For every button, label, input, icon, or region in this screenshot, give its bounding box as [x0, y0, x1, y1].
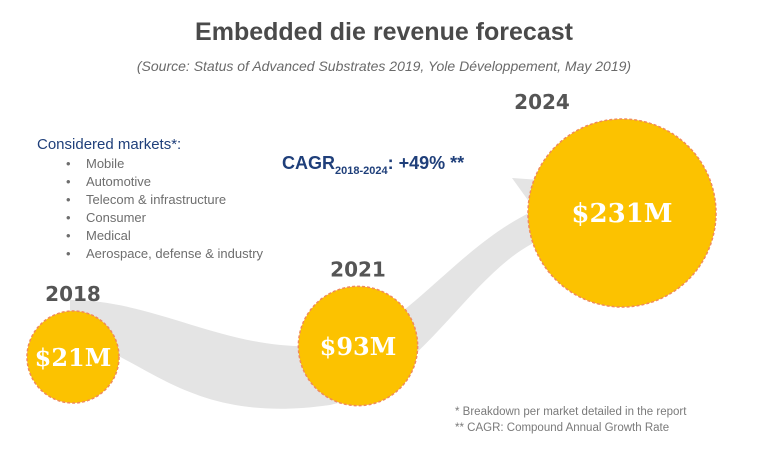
footnotes: * Breakdown per market detailed in the r…: [455, 404, 686, 436]
market-item-label: Consumer: [86, 210, 146, 225]
bubble-2018: [26, 310, 120, 404]
cagr-period: 2018-2024: [335, 165, 388, 177]
footnote-cagr: ** CAGR: Compound Annual Growth Rate: [455, 422, 670, 434]
bullet-icon: •: [66, 156, 71, 171]
footnote-breakdown: * Breakdown per market detailed in the r…: [455, 406, 687, 418]
market-item: • Automotive: [66, 173, 263, 191]
growth-arrow-icon: [70, 178, 628, 409]
bubble-value-label: $231M: [571, 199, 672, 229]
market-item-label: Mobile: [86, 156, 125, 171]
bullet-icon: •: [66, 192, 71, 207]
markets-list: • Mobile • Automotive • Telecom & infrastruct…: [66, 155, 263, 263]
market-item-label: Medical: [86, 228, 131, 243]
market-item: • Consumer: [66, 209, 263, 227]
market-item-label: Automotive: [86, 174, 152, 189]
chart-title: Embedded die revenue forecast: [195, 18, 573, 46]
bullet-icon: •: [66, 246, 71, 261]
bullet-icon: •: [66, 210, 71, 225]
cagr-label: CAGR2018-2024: +49% **: [282, 153, 464, 177]
market-item: • Aerospace, defense & industry: [66, 245, 263, 263]
market-item-label: Telecom & infrastructure: [86, 192, 227, 207]
bubble-value-label: $21M: [35, 343, 112, 372]
cagr-text: CAGR: [282, 153, 335, 173]
chart-subtitle: (Source: Status of Advanced Substrates 2…: [136, 58, 632, 74]
bubble-2024: [527, 118, 717, 308]
bubble-value-label: $93M: [320, 332, 397, 361]
markets-title: Considered markets*:: [37, 136, 182, 153]
bullet-icon: •: [66, 174, 71, 189]
year-label: 2021: [330, 257, 386, 281]
year-label: 2024: [514, 90, 570, 114]
market-item: • Mobile: [66, 155, 263, 173]
bullet-icon: •: [66, 228, 71, 243]
cagr-value: : +49% **: [387, 153, 465, 173]
market-item: • Medical: [66, 227, 263, 245]
bubble-2021: [297, 285, 419, 407]
market-item-label: Aerospace, defense & industry: [86, 246, 264, 261]
year-label: 2018: [45, 282, 101, 306]
market-item: • Telecom & infrastructure: [66, 191, 263, 209]
